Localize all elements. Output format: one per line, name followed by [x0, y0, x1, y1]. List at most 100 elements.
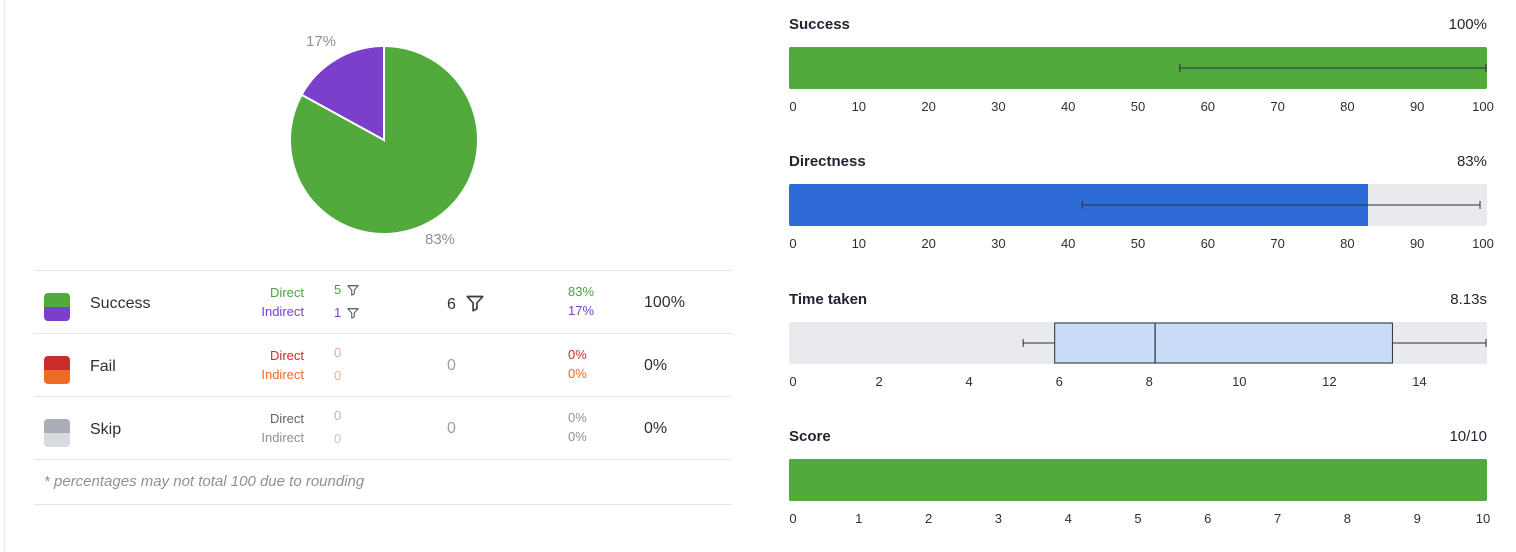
direct-count: 5: [334, 282, 359, 299]
total-percent: 0%: [644, 420, 668, 437]
axis-tick: 40: [1060, 236, 1076, 251]
success-axis: 0 10 20 30 40 50 60 70 80 90 100: [789, 99, 1493, 117]
metric-value: 8.13s: [1450, 291, 1487, 308]
axis-tick: 10: [851, 236, 867, 251]
score-bar-track: [789, 459, 1487, 501]
table-row-skip: Skip Direct Indirect 0 0 0 0% 0% 0%: [34, 397, 732, 460]
axis-tick: 12: [1322, 374, 1337, 389]
indirect-count: 0: [334, 368, 342, 383]
axis-tick: 2: [924, 511, 933, 526]
axis-tick: 10: [1475, 511, 1491, 526]
axis-tick: 14: [1412, 374, 1427, 389]
direct-count: 0: [334, 408, 342, 423]
skip-swatch: [44, 419, 70, 447]
axis-tick: 6: [1204, 511, 1212, 526]
axis-tick: 50: [1130, 236, 1146, 251]
filter-icon[interactable]: [347, 284, 359, 299]
axis-tick: 0: [789, 236, 797, 251]
indirect-percent: 17%: [568, 303, 595, 318]
axis-tick: 80: [1340, 236, 1355, 251]
axis-tick: 4: [965, 374, 973, 389]
axis-tick: 60: [1200, 236, 1216, 251]
results-table: Success Direct Indirect 5 1 6 83% 17% 100% Fail Di…: [34, 270, 732, 505]
axis-tick: 70: [1270, 99, 1285, 114]
axis-tick: 70: [1270, 236, 1285, 251]
axis-tick: 50: [1130, 99, 1146, 114]
metric-value: 100%: [1448, 16, 1487, 33]
indirect-label: Indirect: [261, 304, 304, 319]
axis-tick: 0: [789, 511, 797, 526]
metric-title: Directness: [789, 153, 866, 170]
metric-title: Score: [789, 428, 831, 445]
success-error-bar: [1179, 64, 1487, 72]
axis-tick: 90: [1409, 99, 1425, 114]
metric-title: Success: [789, 16, 850, 33]
fail-swatch: [44, 356, 70, 384]
direct-percent: 0%: [568, 347, 587, 362]
indirect-label: Indirect: [261, 367, 304, 382]
axis-tick: 20: [921, 236, 936, 251]
total-percent: 0%: [644, 357, 668, 374]
axis-tick: 9: [1413, 511, 1421, 526]
axis-tick: 8: [1145, 374, 1153, 389]
axis-tick: 1: [855, 511, 863, 526]
direct-label: Direct: [270, 348, 304, 363]
axis-tick: 5: [1134, 511, 1142, 526]
filter-icon[interactable]: [347, 307, 359, 322]
table-row-success: Success Direct Indirect 5 1 6 83% 17% 100%: [34, 271, 732, 334]
axis-tick: 100: [1472, 236, 1494, 251]
axis-tick: 60: [1200, 99, 1216, 114]
total-percent: 100%: [644, 294, 685, 311]
direct-percent: 0%: [568, 410, 587, 425]
row-name: Success: [90, 295, 151, 312]
axis-tick: 10: [851, 99, 867, 114]
directness-axis: 0 10 20 30 40 50 60 70 80 90 100: [789, 236, 1493, 254]
directness-error-bar: [1081, 201, 1481, 209]
axis-tick: 20: [921, 99, 936, 114]
axis-tick: 0: [789, 374, 797, 389]
axis-tick: 80: [1340, 99, 1355, 114]
total-count: 0: [447, 420, 456, 437]
axis-tick: 4: [1064, 511, 1072, 526]
direct-label: Direct: [270, 411, 304, 426]
filter-icon[interactable]: [466, 294, 484, 317]
time-box-plot[interactable]: [789, 322, 1487, 364]
axis-tick: 0: [789, 99, 797, 114]
axis-tick: 8: [1343, 511, 1352, 526]
axis-tick: 2: [875, 374, 883, 389]
footnote: * percentages may not total 100 due to r…: [34, 460, 732, 505]
pie-label-success: 83%: [425, 231, 455, 248]
indirect-label: Indirect: [261, 430, 304, 445]
left-border: [4, 0, 5, 552]
axis-tick: 100: [1472, 99, 1494, 114]
results-pie-chart: 17% 83%: [289, 33, 479, 248]
row-name: Skip: [90, 421, 122, 438]
metric-value: 83%: [1456, 153, 1487, 170]
direct-count: 0: [334, 345, 342, 360]
pie-slice-indirect[interactable]: [300, 44, 385, 142]
axis-tick: 3: [994, 511, 1003, 526]
direct-label: Direct: [270, 285, 304, 300]
score-bar-fill[interactable]: [789, 459, 1487, 501]
axis-tick: 6: [1055, 374, 1063, 389]
time-axis: 0 2 4 6 8 10 12 14: [789, 374, 1487, 392]
score-axis: 0 1 2 3 4 5 6 7 8 9 10: [789, 511, 1491, 529]
axis-tick: 30: [991, 99, 1006, 114]
axis-tick: 30: [991, 236, 1006, 251]
total-count: 6: [447, 294, 484, 317]
indirect-count: 0: [334, 431, 342, 446]
axis-tick: 10: [1232, 374, 1247, 389]
indirect-percent: 0%: [568, 366, 587, 381]
interquartile-box: [1054, 322, 1393, 364]
total-count: 0: [447, 357, 456, 374]
indirect-percent: 0%: [568, 429, 587, 444]
axis-tick: 40: [1060, 99, 1076, 114]
pie-label-indirect: 17%: [306, 33, 336, 50]
metric-value: 10/10: [1449, 428, 1487, 445]
indirect-count: 1: [334, 305, 359, 322]
axis-tick: 7: [1273, 511, 1282, 526]
direct-percent: 83%: [568, 284, 595, 299]
table-row-fail: Fail Direct Indirect 0 0 0 0% 0% 0%: [34, 334, 732, 397]
success-swatch: [44, 293, 70, 321]
axis-tick: 90: [1409, 236, 1425, 251]
